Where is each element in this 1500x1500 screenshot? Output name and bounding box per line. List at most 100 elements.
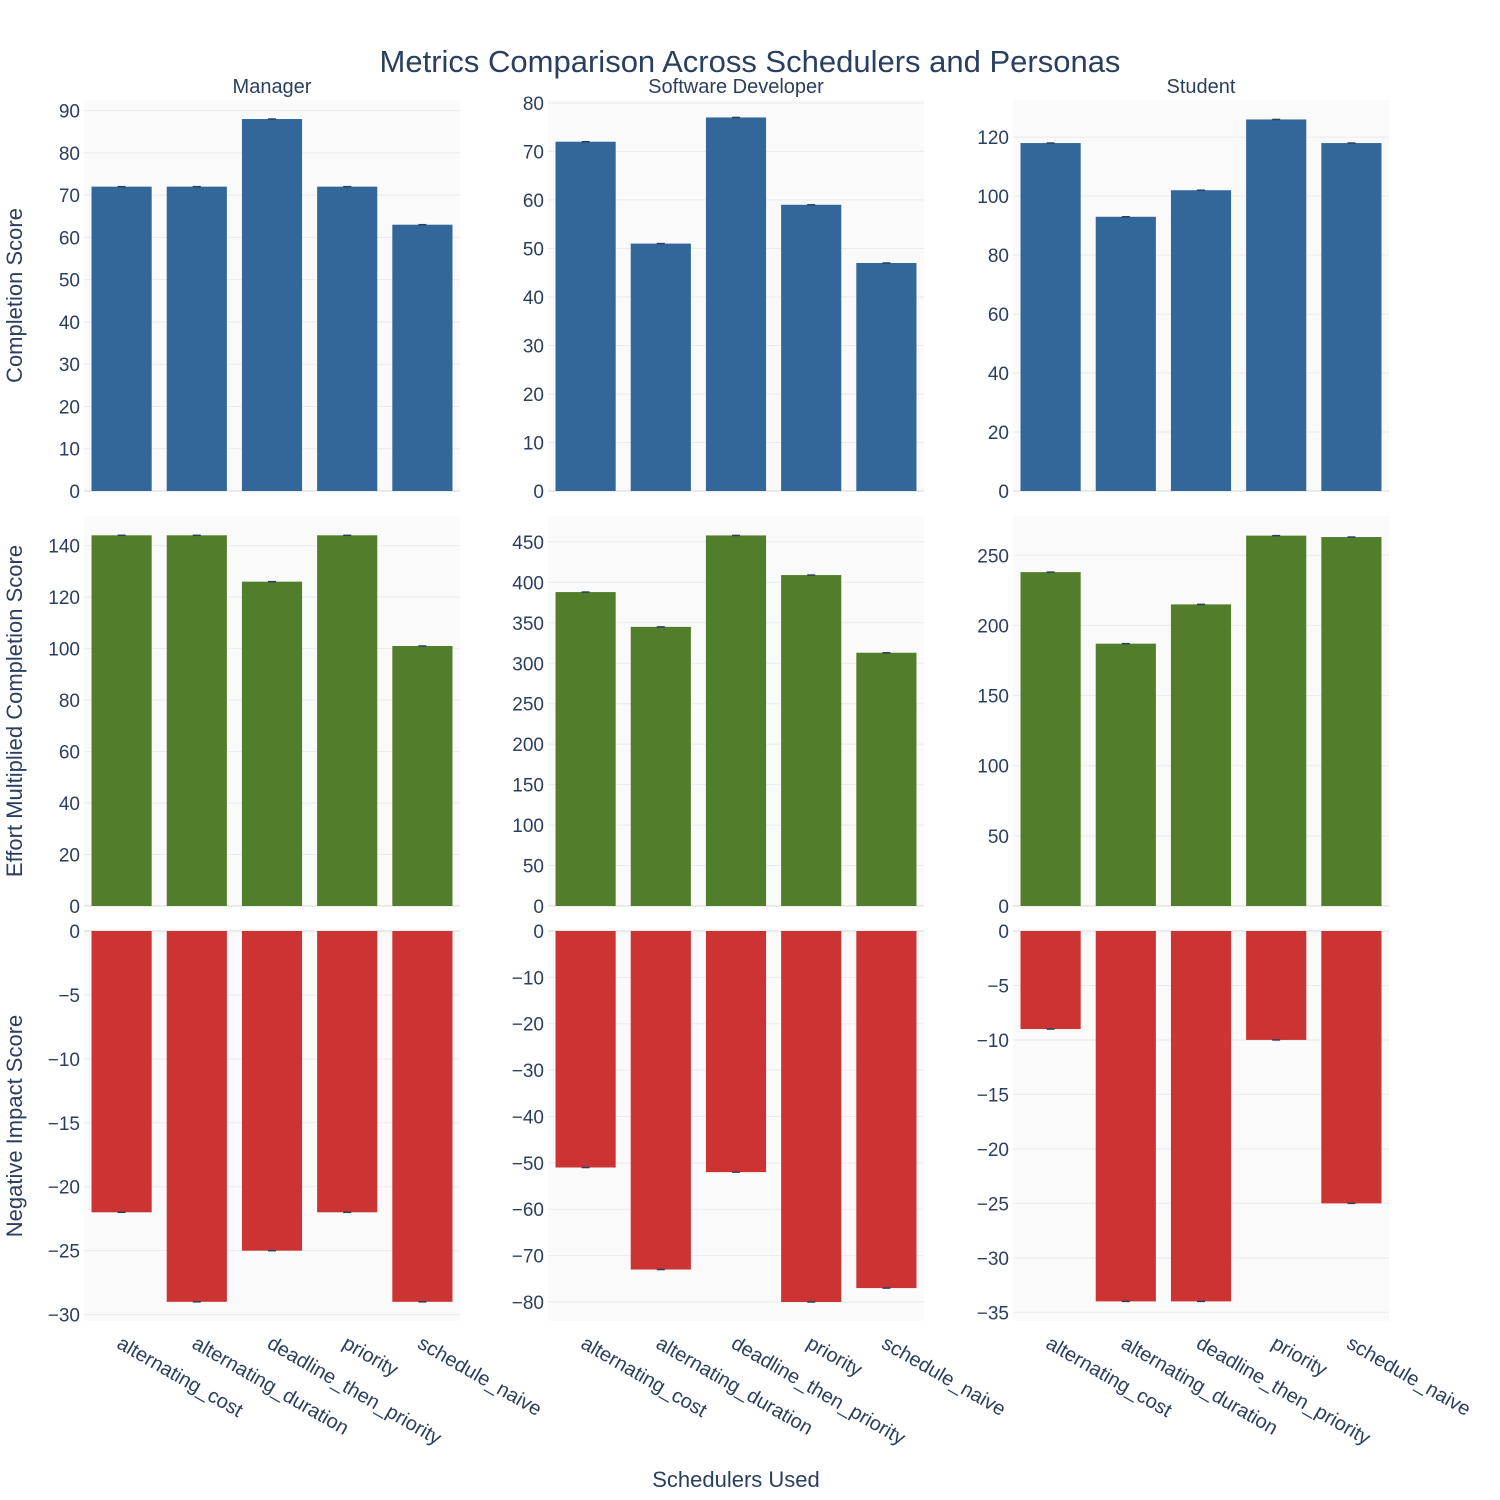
y-tick-label: 80 [988,246,1009,267]
bar-schedule-naive [856,652,917,906]
bar-deadline-then-priority [705,117,767,491]
bar-alternating-cost [91,186,152,491]
x-axis-title: Schedulers Used [652,1467,820,1492]
bar-priority [1246,931,1307,1040]
y-tick-label: 0 [533,897,544,918]
y-tick-label: 450 [512,533,544,554]
bar-schedule-naive [1321,931,1382,1204]
y-tick-label: −10 [977,1031,1009,1052]
bar-schedule-naive [1321,537,1382,906]
bar-schedule-naive [1321,143,1382,492]
y-tick-label: 50 [523,239,544,260]
y-tick-label: 100 [977,187,1009,208]
y-tick-label: 200 [512,735,544,756]
bar-schedule-naive [392,931,453,1302]
bar-priority [781,575,842,906]
panel-completion-score-manager: 0 10 20 30 40 50 60 70 80 90 Manager [59,76,460,503]
y-tick-label: 50 [523,857,544,878]
y-tick-label: 350 [512,614,544,635]
bar-deadline-then-priority [1170,604,1232,906]
y-tick-label: 140 [48,537,80,558]
y-tick-label: 70 [523,142,544,163]
y-tick-label: 80 [59,691,80,712]
y-tick-label: −15 [48,1114,80,1135]
y-axis-title-completion-score: Completion Score [2,208,27,383]
bar-alternating-cost [1020,143,1081,492]
y-tick-label: 90 [59,102,80,123]
y-tick-label: −60 [512,1200,544,1221]
x-tick-label-alternating-cost: alternating_cost [113,1332,247,1422]
y-tick-label: 60 [59,743,80,764]
y-tick-label: 0 [533,482,544,503]
y-tick-label: 0 [69,482,80,503]
bar-deadline-then-priority [705,535,767,906]
y-tick-label: −20 [48,1178,80,1199]
bar-deadline-then-priority [1170,931,1232,1302]
bar-alternating-cost [91,931,152,1213]
y-tick-label: 0 [533,922,544,943]
y-tick-label: 200 [977,616,1009,637]
y-tick-label: 250 [977,546,1009,567]
bar-schedule-naive [856,262,917,491]
y-tick-label: −5 [58,986,80,1007]
y-tick-label: −40 [512,1107,544,1128]
bar-alternating-duration [166,931,227,1302]
y-tick-label: 100 [512,816,544,837]
bar-schedule-naive [856,931,917,1289]
y-tick-label: −50 [512,1154,544,1175]
y-tick-label: −20 [977,1140,1009,1161]
panel-effort-multiplied-completion-score-student: 0 50 100 150 200 250 [977,516,1389,918]
y-tick-label: 30 [523,336,544,357]
y-tick-label: −30 [977,1249,1009,1270]
bar-deadline-then-priority [241,931,303,1251]
y-tick-label: 150 [977,687,1009,708]
y-tick-label: 10 [523,433,544,454]
y-tick-label: −30 [512,1061,544,1082]
y-tick-label: 70 [59,186,80,207]
y-tick-label: 40 [59,794,80,815]
y-tick-label: 80 [523,94,544,115]
bar-deadline-then-priority [705,931,767,1173]
bar-alternating-duration [1095,643,1156,906]
bar-deadline-then-priority [241,581,303,906]
bar-alternating-duration [166,535,227,906]
x-tick-label-alternating-cost: alternating_cost [1042,1332,1176,1422]
subplot-title-student: Student [1167,76,1236,98]
y-tick-label: −10 [48,1050,80,1071]
y-tick-label: 0 [69,922,80,943]
bar-priority [781,931,842,1302]
y-tick-label: 400 [512,573,544,594]
bar-deadline-then-priority [1170,190,1232,491]
y-tick-label: 120 [977,128,1009,149]
panel-completion-score-student: 0 20 40 60 80 100 120 Student [977,76,1389,503]
y-tick-label: 0 [998,482,1009,503]
panel-effort-multiplied-completion-score-software-developer: 0 50 100 150 200 250 300 350 400 450 [512,516,924,918]
y-tick-label: 100 [977,757,1009,778]
x-tick-label-schedule-naive: schedule_naive [414,1332,545,1421]
y-tick-label: 20 [523,385,544,406]
y-tick-label: −20 [512,1015,544,1036]
y-tick-label: −25 [48,1242,80,1263]
panel-completion-score-software-developer: 0 10 20 30 40 50 60 70 80 Software Developer [523,76,924,503]
bar-alternating-duration [630,626,691,906]
bar-schedule-naive [392,646,453,906]
x-tick-label-alternating-cost: alternating_cost [577,1332,711,1422]
bar-alternating-duration [630,243,691,491]
y-tick-label: 100 [48,640,80,661]
x-tick-label-schedule-naive: schedule_naive [878,1332,1009,1421]
bar-alternating-duration [630,931,691,1270]
y-tick-label: 60 [988,305,1009,326]
y-tick-label: 300 [512,654,544,675]
subplot-title-software-developer: Software Developer [648,76,824,98]
y-tick-label: 40 [988,364,1009,385]
x-tick-label-schedule-naive: schedule_naive [1343,1332,1474,1421]
bar-alternating-cost [555,592,616,906]
y-tick-label: −70 [512,1247,544,1268]
y-axis-title-negative-impact-score: Negative Impact Score [2,1015,27,1238]
subplot-title-manager: Manager [233,76,312,98]
bar-priority [1246,535,1307,906]
bar-priority [317,931,378,1213]
bar-alternating-cost [1020,572,1081,906]
y-tick-label: 0 [998,922,1009,943]
panel-negative-impact-score-student: 0−5−10−15−20−25−30−35alternating_costalt… [977,922,1475,1450]
